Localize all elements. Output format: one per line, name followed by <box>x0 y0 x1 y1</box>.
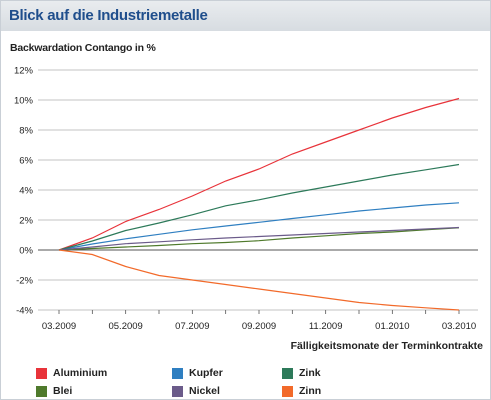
y-tick-label: 12% <box>14 66 34 77</box>
x-tick-labels: 03.2009 05.2009 07.2009 09.2009 11.2009 01.20… <box>42 321 476 332</box>
legend-swatch-nickel <box>172 385 183 397</box>
y-tick-label: 10% <box>14 96 34 107</box>
legend-item-nickel: Nickel <box>172 384 220 398</box>
legend-label: Kupfer <box>189 367 223 379</box>
x-tick-label: 09.2009 <box>242 321 276 332</box>
y-tick-label: 2% <box>19 216 33 227</box>
series-line-aluminium <box>58 97 460 251</box>
y-tick-label: 8% <box>19 126 33 137</box>
series-line-zinn <box>58 249 460 311</box>
x-tick-label: 01.2010 <box>375 321 409 332</box>
y-tick-labels: -4% -2% 0% 2% 4% 6% 8% 10% 12% <box>14 66 34 317</box>
y-tick-label: 0% <box>19 246 33 257</box>
x-tick-label: 11.2009 <box>309 321 343 332</box>
legend-label: Zink <box>299 367 321 379</box>
y-tick-label: 6% <box>19 156 33 167</box>
y-axis-label: Backwardation Contango in % <box>10 42 156 54</box>
series-lines <box>58 97 460 311</box>
series-line-blei <box>58 227 460 251</box>
series-line-zink <box>58 163 460 251</box>
line-chart: -4% -2% 0% 2% 4% 6% 8% 10% 12% 03.2009 05.2009 07.… <box>14 66 484 353</box>
legend-item-kupfer: Kupfer <box>172 366 223 380</box>
legend-label: Aluminium <box>53 367 108 379</box>
grid-lines <box>38 69 478 314</box>
x-axis-label: Fälligkeitsmonate der Terminkontrakte <box>291 340 484 352</box>
series-line-kupfer <box>58 202 460 251</box>
y-tick-label: -2% <box>16 276 33 287</box>
legend-label: Zinn <box>299 385 322 397</box>
x-tick-label: 07.2009 <box>175 321 209 332</box>
chart-title: Blick auf die Industriemetalle <box>9 7 208 24</box>
legend-item-blei: Blei <box>36 384 72 398</box>
y-tick-label: 4% <box>19 186 33 197</box>
x-tick-label: 03.2009 <box>42 321 76 332</box>
header-bar: Blick auf die Industriemetalle <box>1 1 490 31</box>
y-tick-label: -4% <box>16 306 33 317</box>
legend-item-aluminium: Aluminium <box>36 366 107 380</box>
legend-swatch-blei <box>36 385 47 397</box>
legend-swatch-zinn <box>282 385 293 397</box>
x-tick-label: 03.2010 <box>442 321 476 332</box>
legend-swatch-zink <box>282 367 293 379</box>
series-line-nickel <box>58 226 460 251</box>
x-tick-label: 05.2009 <box>108 321 142 332</box>
legend-item-zink: Zink <box>282 366 321 380</box>
legend-swatch-aluminium <box>36 367 47 379</box>
legend-item-zinn: Zinn <box>282 384 321 398</box>
legend-label: Blei <box>53 385 73 397</box>
legend-label: Nickel <box>189 385 220 397</box>
legend: Aluminium Kupfer Zink Blei Nickel Zinn <box>36 362 486 398</box>
legend-swatch-kupfer <box>172 367 183 379</box>
